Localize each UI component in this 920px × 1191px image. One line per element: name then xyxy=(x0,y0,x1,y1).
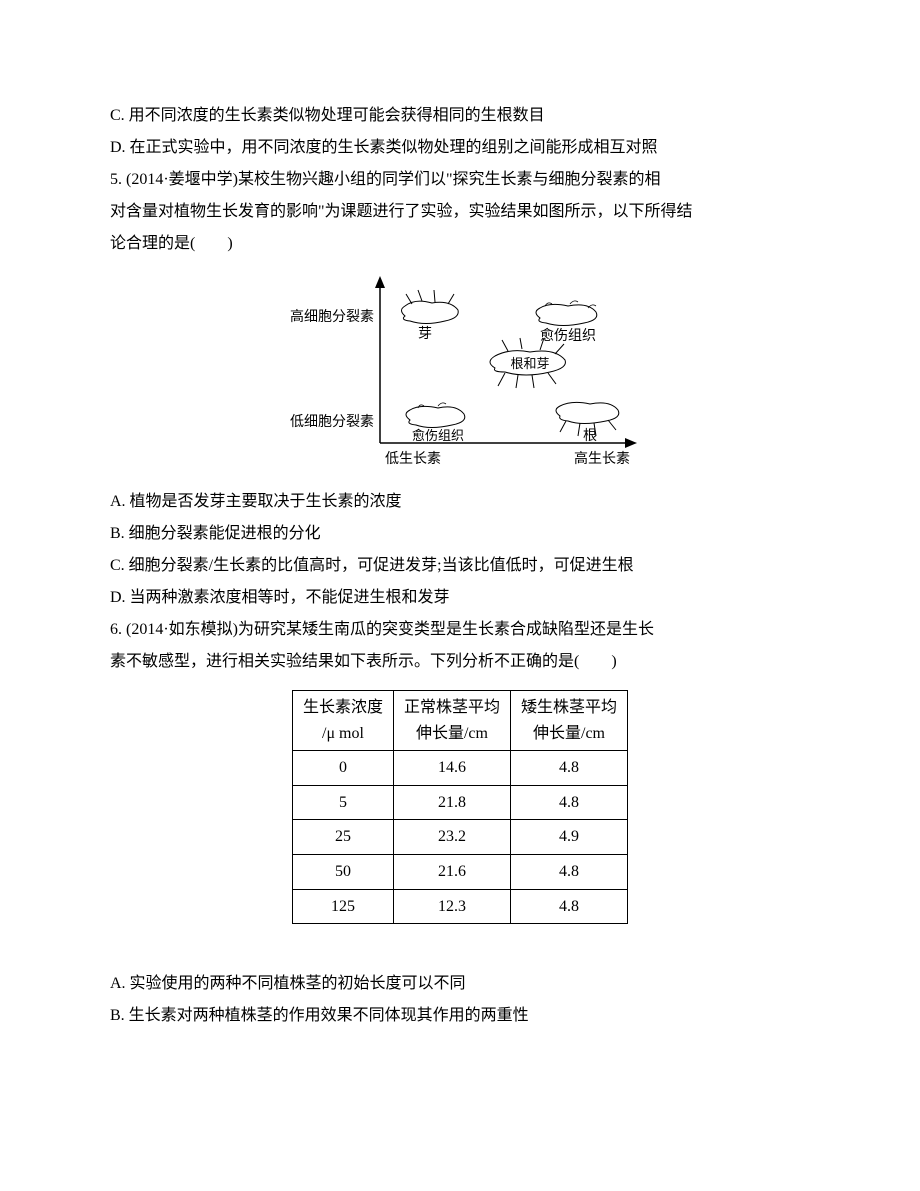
cell: 4.8 xyxy=(511,751,628,786)
col-header-0-line2: /μ mol xyxy=(322,725,364,742)
x-label-high: 高生长素 xyxy=(574,450,630,467)
cell: 25 xyxy=(292,820,393,855)
question-5-stem-line3: 论合理的是( ) xyxy=(110,228,810,260)
question-5-stem-line2: 对含量对植物生长发育的影响"为课题进行了实验，实验结果如图所示，以下所得结 xyxy=(110,196,810,228)
col-header-1-line2: 伸长量/cm xyxy=(416,725,488,742)
blob-root-shoot: 根和芽 xyxy=(490,338,565,388)
y-label-low: 低细胞分裂素 xyxy=(290,414,374,430)
q6-table: 生长素浓度 /μ mol 正常株茎平均 伸长量/cm 矮生株茎平均 伸长量/cm… xyxy=(292,690,628,924)
option-d: D. 在正式实验中，用不同浓度的生长素类似物处理的组别之间能形成相互对照 xyxy=(110,132,810,164)
question-6-stem-line2: 素不敏感型，进行相关实验结果如下表所示。下列分析不正确的是( ) xyxy=(110,646,810,678)
q5-option-a: A. 植物是否发芽主要取决于生长素的浓度 xyxy=(110,486,810,518)
svg-text:根: 根 xyxy=(583,428,597,444)
cell: 50 xyxy=(292,854,393,889)
blob-shoot: 芽 xyxy=(402,290,459,342)
svg-text:芽: 芽 xyxy=(418,326,432,342)
cell: 21.6 xyxy=(393,854,510,889)
col-header-0: 生长素浓度 /μ mol xyxy=(292,691,393,751)
q5-chart: 高细胞分裂素 低细胞分裂素 低生长素 高生长素 芽 愈伤组织 根和芽 xyxy=(270,268,650,478)
col-header-1: 正常株茎平均 伸长量/cm xyxy=(393,691,510,751)
cell: 21.8 xyxy=(393,785,510,820)
cell: 0 xyxy=(292,751,393,786)
table-row: 5 21.8 4.8 xyxy=(292,785,627,820)
q6-option-a: A. 实验使用的两种不同植株茎的初始长度可以不同 xyxy=(110,968,810,1000)
option-c: C. 用不同浓度的生长素类似物处理可能会获得相同的生根数目 xyxy=(110,100,810,132)
col-header-1-line1: 正常株茎平均 xyxy=(404,699,500,716)
q5-figure: 高细胞分裂素 低细胞分裂素 低生长素 高生长素 芽 愈伤组织 根和芽 xyxy=(110,268,810,478)
col-header-2: 矮生株茎平均 伸长量/cm xyxy=(511,691,628,751)
x-label-low: 低生长素 xyxy=(385,451,441,467)
q5-option-d: D. 当两种激素浓度相等时，不能促进生根和发芽 xyxy=(110,582,810,614)
svg-text:愈伤组织: 愈伤组织 xyxy=(540,328,596,344)
question-5-stem-line1: 5. (2014·姜堰中学)某校生物兴趣小组的同学们以"探究生长素与细胞分裂素的… xyxy=(110,164,810,196)
table-row: 50 21.6 4.8 xyxy=(292,854,627,889)
cell: 5 xyxy=(292,785,393,820)
table-row: 25 23.2 4.9 xyxy=(292,820,627,855)
question-6-stem-line1: 6. (2014·如东模拟)为研究某矮生南瓜的突变类型是生长素合成缺陷型还是生长 xyxy=(110,614,810,646)
cell: 4.8 xyxy=(511,854,628,889)
cell: 4.8 xyxy=(511,889,628,924)
col-header-0-line1: 生长素浓度 xyxy=(303,699,383,716)
blob-root: 根 xyxy=(556,402,619,444)
col-header-2-line2: 伸长量/cm xyxy=(533,725,605,742)
table-header-row: 生长素浓度 /μ mol 正常株茎平均 伸长量/cm 矮生株茎平均 伸长量/cm xyxy=(292,691,627,751)
blob-callus-top: 愈伤组织 xyxy=(536,301,597,344)
q5-option-b: B. 细胞分裂素能促进根的分化 xyxy=(110,518,810,550)
cell: 4.8 xyxy=(511,785,628,820)
cell: 14.6 xyxy=(393,751,510,786)
svg-text:愈伤组织: 愈伤组织 xyxy=(412,428,464,443)
col-header-2-line1: 矮生株茎平均 xyxy=(521,699,617,716)
q6-option-b: B. 生长素对两种植株茎的作用效果不同体现其作用的两重性 xyxy=(110,1000,810,1032)
table-row: 0 14.6 4.8 xyxy=(292,751,627,786)
y-label-high: 高细胞分裂素 xyxy=(290,308,374,325)
blob-callus-bottom: 愈伤组织 xyxy=(406,403,465,443)
q5-option-c: C. 细胞分裂素/生长素的比值高时，可促进发芽;当该比值低时，可促进生根 xyxy=(110,550,810,582)
cell: 12.3 xyxy=(393,889,510,924)
table-row: 125 12.3 4.8 xyxy=(292,889,627,924)
cell: 125 xyxy=(292,889,393,924)
q6-table-wrap: 生长素浓度 /μ mol 正常株茎平均 伸长量/cm 矮生株茎平均 伸长量/cm… xyxy=(110,690,810,924)
cell: 4.9 xyxy=(511,820,628,855)
cell: 23.2 xyxy=(393,820,510,855)
table-body: 0 14.6 4.8 5 21.8 4.8 25 23.2 4.9 50 21.… xyxy=(292,751,627,924)
svg-text:根和芽: 根和芽 xyxy=(510,356,549,371)
